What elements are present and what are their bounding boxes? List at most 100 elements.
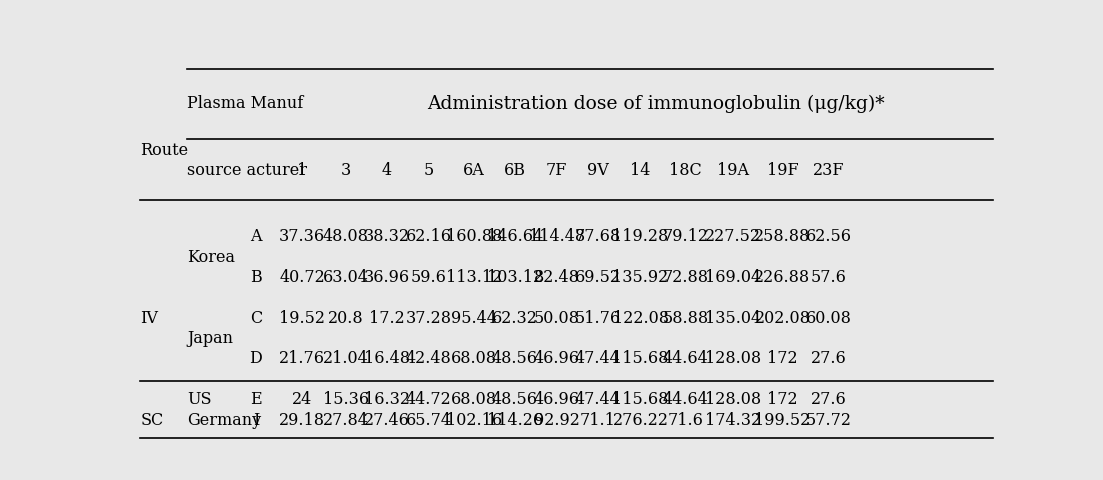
Text: 113.12: 113.12 [446, 269, 502, 286]
Text: 27.46: 27.46 [364, 412, 409, 429]
Text: 169.04: 169.04 [705, 269, 761, 286]
Text: 46.96: 46.96 [534, 391, 580, 408]
Text: 227.52: 227.52 [705, 228, 761, 245]
Text: 95.44: 95.44 [451, 310, 496, 327]
Text: 60.08: 60.08 [805, 310, 852, 327]
Text: 3: 3 [341, 162, 351, 179]
Text: Japan: Japan [188, 330, 234, 347]
Text: 62.32: 62.32 [492, 310, 538, 327]
Text: 42.48: 42.48 [406, 350, 451, 367]
Text: 258.88: 258.88 [754, 228, 811, 245]
Text: 146.64: 146.64 [486, 228, 543, 245]
Text: 17.2: 17.2 [368, 310, 405, 327]
Text: 1: 1 [297, 162, 307, 179]
Text: 16.48: 16.48 [364, 350, 409, 367]
Text: 4: 4 [382, 162, 392, 179]
Text: 5: 5 [424, 162, 433, 179]
Text: 68.08: 68.08 [451, 350, 496, 367]
Text: 44.64: 44.64 [663, 350, 709, 367]
Text: US: US [188, 391, 212, 408]
Text: 68.08: 68.08 [451, 391, 496, 408]
Text: 15.36: 15.36 [322, 391, 368, 408]
Text: 135.92: 135.92 [612, 269, 668, 286]
Text: I: I [253, 412, 259, 429]
Text: 92.92: 92.92 [534, 412, 580, 429]
Text: 36.96: 36.96 [364, 269, 409, 286]
Text: 21.04: 21.04 [323, 350, 368, 367]
Text: 65.74: 65.74 [406, 412, 451, 429]
Text: D: D [249, 350, 263, 367]
Text: 40.72: 40.72 [279, 269, 325, 286]
Text: 27.84: 27.84 [323, 412, 368, 429]
Text: 29.18: 29.18 [279, 412, 325, 429]
Text: 128.08: 128.08 [705, 391, 761, 408]
Text: 62.56: 62.56 [805, 228, 852, 245]
Text: 21.76: 21.76 [279, 350, 325, 367]
Text: 23F: 23F [813, 162, 844, 179]
Text: 47.44: 47.44 [575, 350, 621, 367]
Text: 102.16: 102.16 [446, 412, 502, 429]
Text: 72.88: 72.88 [663, 269, 709, 286]
Text: 199.52: 199.52 [754, 412, 811, 429]
Text: 19.52: 19.52 [279, 310, 325, 327]
Text: 57.6: 57.6 [811, 269, 846, 286]
Text: B: B [250, 269, 261, 286]
Text: 58.88: 58.88 [663, 310, 709, 327]
Text: 172: 172 [767, 391, 797, 408]
Text: 114.26: 114.26 [486, 412, 543, 429]
Text: 37.28: 37.28 [406, 310, 451, 327]
Text: 62.16: 62.16 [406, 228, 451, 245]
Text: 57.72: 57.72 [805, 412, 852, 429]
Text: 38.32: 38.32 [364, 228, 409, 245]
Text: 59.6: 59.6 [410, 269, 447, 286]
Text: 37.36: 37.36 [279, 228, 325, 245]
Text: 82.48: 82.48 [534, 269, 580, 286]
Text: 115.68: 115.68 [612, 350, 668, 367]
Text: Plasma Manuf: Plasma Manuf [188, 96, 303, 112]
Text: 20.8: 20.8 [328, 310, 363, 327]
Text: 79.12: 79.12 [663, 228, 709, 245]
Text: 7F: 7F [546, 162, 567, 179]
Text: 19F: 19F [767, 162, 799, 179]
Text: 63.04: 63.04 [323, 269, 368, 286]
Text: 44.72: 44.72 [406, 391, 451, 408]
Text: 71.6: 71.6 [668, 412, 704, 429]
Text: 16.32: 16.32 [364, 391, 409, 408]
Text: 172: 172 [767, 350, 797, 367]
Text: 103.12: 103.12 [486, 269, 543, 286]
Text: Germany: Germany [188, 412, 261, 429]
Text: 114.48: 114.48 [528, 228, 585, 245]
Text: 135.04: 135.04 [705, 310, 761, 327]
Text: E: E [250, 391, 261, 408]
Text: 174.32: 174.32 [705, 412, 761, 429]
Text: 119.28: 119.28 [612, 228, 668, 245]
Text: 48.56: 48.56 [492, 350, 538, 367]
Text: 19A: 19A [717, 162, 749, 179]
Text: SC: SC [140, 412, 163, 429]
Text: 27.6: 27.6 [811, 350, 846, 367]
Text: source acturer: source acturer [188, 162, 308, 179]
Text: 24: 24 [292, 391, 312, 408]
Text: 202.08: 202.08 [754, 310, 811, 327]
Text: 226.88: 226.88 [754, 269, 811, 286]
Text: 18C: 18C [670, 162, 703, 179]
Text: Route: Route [140, 143, 189, 159]
Text: 71.1: 71.1 [580, 412, 615, 429]
Text: 6A: 6A [463, 162, 484, 179]
Text: 9V: 9V [587, 162, 609, 179]
Text: 47.44: 47.44 [575, 391, 621, 408]
Text: 44.64: 44.64 [663, 391, 709, 408]
Text: 51.76: 51.76 [575, 310, 621, 327]
Text: Korea: Korea [188, 249, 235, 266]
Text: 69.52: 69.52 [575, 269, 621, 286]
Text: 14: 14 [630, 162, 651, 179]
Text: 122.08: 122.08 [612, 310, 668, 327]
Text: 160.88: 160.88 [446, 228, 502, 245]
Text: 50.08: 50.08 [534, 310, 580, 327]
Text: 27.6: 27.6 [811, 391, 846, 408]
Text: 276.22: 276.22 [612, 412, 668, 429]
Text: 48.56: 48.56 [492, 391, 538, 408]
Text: 6B: 6B [504, 162, 526, 179]
Text: Administration dose of immunoglobulin (μg/kg)*: Administration dose of immunoglobulin (μ… [427, 95, 885, 113]
Text: 115.68: 115.68 [612, 391, 668, 408]
